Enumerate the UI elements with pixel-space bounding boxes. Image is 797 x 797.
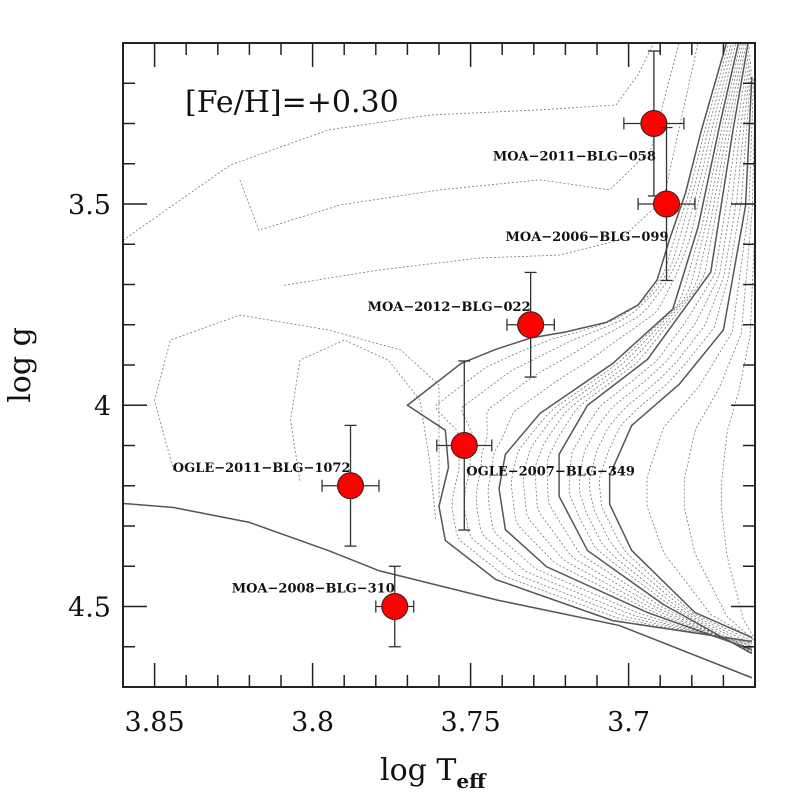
data-point-label: MOA−2006−BLG−099: [505, 230, 668, 245]
data-point: OGLE−2007−BLG−349: [436, 360, 635, 531]
data-point-marker: [381, 593, 409, 620]
data-point: OGLE−2011−BLG−1072: [173, 424, 380, 547]
data-point-label: OGLE−2011−BLG−1072: [173, 461, 351, 476]
data-point-label: MOA−2012−BLG−022: [368, 300, 531, 315]
isochrone-dotted: [239, 43, 680, 231]
data-point: MOA−2011−BLG−058: [493, 50, 685, 197]
isochrone-dotted: [476, 43, 752, 647]
isochrone-dotted: [154, 314, 440, 501]
metallicity-annotation: [Fe/H]=+0.30: [185, 85, 399, 120]
isochrone-dotted: [534, 43, 753, 653]
x-axis-title: log Teff: [380, 753, 487, 793]
y-axis-title: log g: [3, 327, 38, 403]
isochrone-solid: [406, 43, 752, 643]
axis-ticks: 3.85 3.8 3.75 3.7 3.5 4 4.5: [68, 42, 756, 738]
data-point: MOA−2012−BLG−022: [368, 271, 555, 378]
isochrone-dotted: [721, 217, 755, 641]
isochrone-dotted: [578, 54, 753, 648]
x-axis-title-sub: eff: [456, 769, 487, 793]
isochrone-dotted: [589, 61, 753, 645]
x-tick-label: 3.8: [291, 707, 334, 738]
y-tick-label: 4.5: [68, 593, 111, 624]
data-point: MOA−2008−BLG−310: [232, 565, 415, 648]
isochrone-dotted: [123, 43, 655, 241]
y-tick-label: 3.5: [68, 190, 111, 221]
isochrone-dotted: [510, 43, 752, 651]
x-tick-label: 3.7: [607, 707, 650, 738]
data-point-marker: [653, 190, 681, 218]
data-point-marker: [450, 432, 478, 459]
x-tick-label: 3.85: [125, 707, 185, 738]
isochrone-curves: [123, 43, 755, 679]
isochrone-solid: [558, 43, 753, 655]
data-point-label: MOA−2011−BLG−058: [493, 150, 656, 165]
isochrone-solid: [498, 43, 753, 651]
data-point-marker: [640, 110, 668, 137]
isochrone-dotted: [546, 43, 753, 654]
isochrone-dotted: [284, 43, 699, 286]
x-axis-title-main: log T: [380, 753, 456, 788]
data-point-marker: [517, 311, 545, 339]
isochrone-solid: [608, 76, 753, 639]
isochrone-dotted: [568, 47, 753, 651]
isochrone-dotted: [461, 43, 752, 646]
isochrone-solid: [123, 502, 753, 679]
data-point-marker: [337, 472, 365, 500]
data-points: MOA−2011−BLG−058 MOA−2006−BLG−099 MOA−2012…: [173, 50, 696, 648]
plot-frame: [122, 42, 756, 688]
isochrone-dotted: [522, 43, 752, 652]
x-tick-label: 3.75: [441, 707, 501, 738]
isochrone-dotted: [599, 69, 753, 642]
y-tick-label: 4: [94, 391, 111, 422]
isochrone-dotted: [435, 43, 752, 644]
isochrone-dotted: [290, 339, 437, 521]
data-point: MOA−2006−BLG−099: [505, 126, 696, 282]
data-point-label: OGLE−2007−BLG−349: [466, 465, 635, 480]
isochrone-dotted: [646, 78, 755, 640]
data-point-label: MOA−2008−BLG−310: [232, 582, 395, 597]
isochrone-dotted: [683, 81, 755, 642]
